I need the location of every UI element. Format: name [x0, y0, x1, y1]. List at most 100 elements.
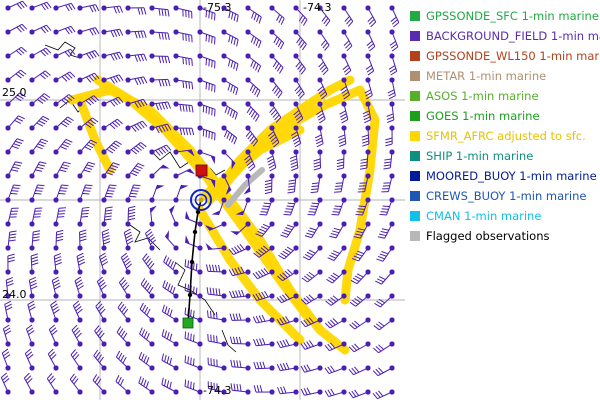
wind-barb: [173, 53, 193, 66]
barb-feather: [53, 309, 60, 314]
barb-feather: [143, 76, 148, 84]
barb-feather: [349, 324, 356, 330]
barb-feather: [106, 148, 114, 154]
wind-barb: [5, 69, 27, 83]
barb-feather: [284, 211, 292, 213]
barb-feather: [191, 105, 194, 113]
barb-feather: [252, 294, 258, 301]
barb-feather: [368, 19, 375, 25]
barb-feather: [65, 4, 70, 12]
barb-feather: [66, 95, 73, 102]
barb-feather: [373, 325, 380, 331]
barb-staff: [161, 335, 177, 345]
barb-feather: [313, 161, 321, 165]
barb-feather: [70, 48, 76, 55]
wind-barb: [293, 5, 308, 26]
barb-feather: [248, 108, 254, 116]
legend-item[interactable]: SFMR_AFRC adjusted to sfc.: [410, 126, 586, 146]
barb-feather: [132, 170, 139, 174]
barb-feather: [385, 137, 393, 141]
barb-feather: [234, 112, 238, 120]
barb-feather: [354, 343, 360, 350]
barb-staff: [223, 151, 236, 164]
barb-feather: [313, 167, 321, 171]
barb-feather: [19, 92, 26, 98]
legend-item[interactable]: MOORED_BUOY 1-min marine: [410, 166, 597, 186]
barb-feather: [65, 138, 73, 143]
barb-feather: [70, 26, 76, 33]
barb-feather: [126, 263, 133, 269]
legend-item[interactable]: ASOS 1-min marine: [410, 86, 539, 106]
legend-item[interactable]: GPSSONDE_SFC 1-min marine: [410, 6, 599, 26]
barb-feather: [268, 131, 275, 137]
barb-feather: [8, 236, 17, 239]
barb-feather: [211, 84, 213, 92]
barb-feather: [54, 253, 61, 257]
barb-feather: [228, 35, 231, 43]
barb-staff: [311, 223, 321, 238]
barb-feather: [333, 250, 340, 254]
barb-feather: [333, 227, 341, 231]
barb-feather: [113, 76, 118, 83]
barb-feather: [366, 94, 373, 100]
barb-feather: [140, 77, 145, 84]
barb-feather: [149, 263, 155, 270]
legend-item[interactable]: CREWS_BUOY 1-min marine: [410, 186, 586, 206]
barb-feather: [380, 211, 388, 213]
barb-feather: [211, 108, 213, 116]
barb-feather: [211, 12, 213, 20]
legend-item[interactable]: GOES 1-min marine: [410, 106, 540, 126]
wind-barb: [327, 245, 347, 261]
barb-feather: [285, 316, 290, 323]
barb-feather: [346, 45, 353, 52]
barb-feather: [57, 213, 65, 215]
barb-staff: [352, 391, 369, 399]
barb-feather: [69, 373, 75, 380]
barb-feather: [331, 213, 339, 216]
barb-staff: [184, 241, 201, 249]
barb-feather: [11, 145, 19, 149]
wind-barb: [117, 301, 131, 323]
barb-station: [173, 29, 179, 35]
legend-item[interactable]: Flagged observations: [410, 226, 550, 246]
barb-feather: [274, 114, 280, 121]
barb-feather: [16, 50, 22, 56]
sfmr-leg: [195, 205, 305, 345]
legend-item[interactable]: METAR 1-min marine: [410, 66, 546, 86]
barb-feather: [361, 140, 369, 144]
barb-feather: [310, 191, 318, 194]
flagged-segment: [225, 167, 265, 208]
legend-item[interactable]: GPSSONDE_WL150 1-min marine: [410, 46, 600, 66]
barb-feather: [279, 42, 285, 50]
wind-barb: [76, 252, 86, 275]
barb-feather: [97, 330, 103, 337]
barb-feather: [167, 101, 171, 109]
barb-feather: [134, 101, 139, 109]
barb-feather: [214, 133, 216, 141]
wind-analysis-map[interactable]: -75.3 -74.3 25.0 24.0 -74.3: [0, 0, 405, 400]
barb-feather: [387, 89, 395, 94]
barb-staff: [208, 316, 225, 321]
barb-feather: [254, 88, 259, 96]
barb-feather: [264, 290, 269, 298]
barb-feather: [354, 233, 362, 236]
barb-staff: [379, 319, 393, 331]
legend-item[interactable]: BACKGROUND_FIELD 1-min marine: [410, 26, 600, 46]
barb-feather: [389, 40, 396, 46]
barb-staff: [271, 103, 282, 118]
barb-feather: [142, 253, 148, 260]
wind-barb: [161, 304, 179, 323]
barb-feather: [54, 259, 62, 263]
barb-feather: [385, 140, 393, 144]
legend-item[interactable]: CMAN 1-min marine: [410, 206, 541, 226]
barb-staff: [358, 247, 369, 262]
barb-staff: [31, 70, 46, 81]
wind-barb: [27, 300, 36, 323]
barb-pennant: [165, 230, 169, 240]
barb-feather: [251, 138, 257, 145]
barb-feather: [234, 246, 240, 253]
barb-feather: [161, 79, 165, 87]
wind-barb: [252, 290, 275, 302]
wind-barb: [245, 101, 260, 122]
legend-item[interactable]: SHIP 1-min marine: [410, 146, 533, 166]
